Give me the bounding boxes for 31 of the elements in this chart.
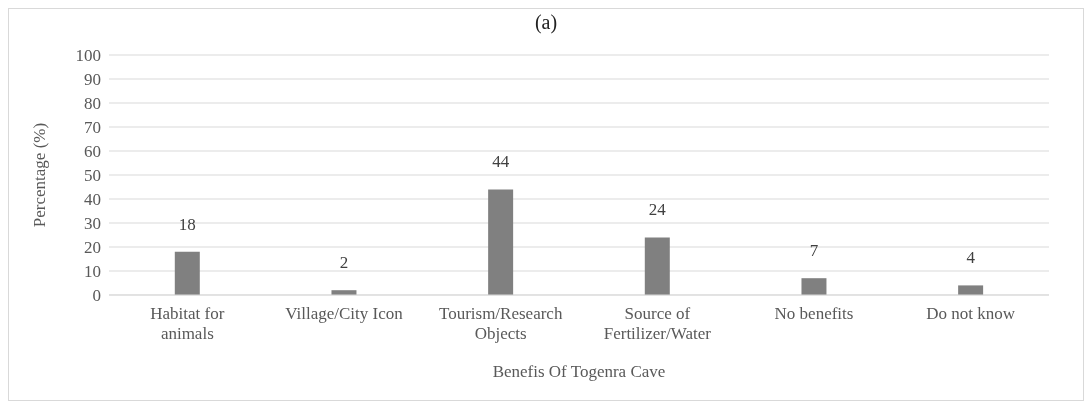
bar [801,278,827,295]
chart-title: (a) [533,10,559,35]
bar [174,251,200,295]
x-tick-label: Do not know [926,304,1016,323]
y-tick-label: 70 [84,118,101,138]
bar [958,285,984,295]
y-tick-label: 30 [84,214,101,234]
data-label: 24 [648,200,667,220]
bar [644,237,670,295]
x-tick-label: Tourism/Research Objects [438,304,563,343]
x-tick-label: Habitat for animals [150,304,225,343]
bar [488,189,514,295]
data-label: 44 [492,152,510,172]
y-tick-label: 10 [84,262,101,282]
data-label: 2 [339,253,349,273]
x-tick-label: Source of Fertilizer/Water [603,304,712,343]
x-tick-label: No benefits [774,304,854,323]
x-tick-label: Village/City Icon [285,304,404,323]
y-tick-label: 80 [84,94,101,114]
y-tick-label: 0 [92,286,101,306]
y-tick-label: 90 [84,70,101,90]
y-tick-label: 100 [75,46,101,66]
y-tick-label: 50 [84,166,101,186]
y-tick-label: 20 [84,238,101,258]
y-axis-title: Percentage (%) [30,122,50,228]
x-axis-title: Benefis Of Togenra Cave [492,362,666,381]
data-label: 7 [809,241,819,261]
data-label: 4 [966,248,976,268]
data-label: 18 [178,214,196,234]
y-tick-label: 60 [84,142,101,162]
y-tick-label: 40 [84,190,101,210]
